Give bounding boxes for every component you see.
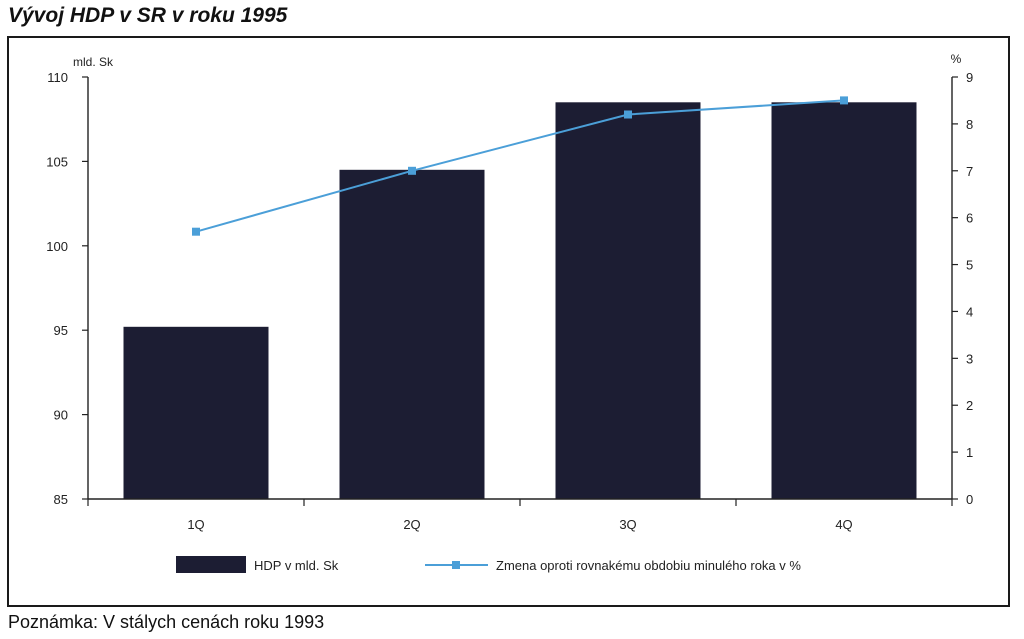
legend-label-line: Zmena oproti rovnakému obdobiu minulého … xyxy=(496,558,801,573)
line-point-3Q xyxy=(624,110,632,119)
x-tick-label: 1Q xyxy=(187,517,204,532)
x-tick-label: 4Q xyxy=(835,517,852,532)
series-line xyxy=(195,99,845,233)
y-tick-label-left: 90 xyxy=(54,408,68,423)
bars-layer xyxy=(123,102,917,500)
x-tick-label: 3Q xyxy=(619,517,636,532)
y-axis-title-right: % xyxy=(951,52,962,66)
y-tick-label-left: 105 xyxy=(46,154,68,169)
legend-label-bar: HDP v mld. Sk xyxy=(254,558,339,573)
legend: HDP v mld. Sk Zmena oproti rovnakému obdo… xyxy=(176,556,801,573)
legend-swatch-bar xyxy=(176,556,246,573)
line-point-2Q xyxy=(408,166,416,175)
y-tick-label-right: 5 xyxy=(966,258,973,273)
y-tick-label-right: 1 xyxy=(966,445,973,460)
y-tick-label-right: 7 xyxy=(966,164,973,179)
y-axis-title-left: mld. Sk xyxy=(73,55,114,69)
bar-4Q xyxy=(771,102,917,500)
axes-layer: 85 90 95 100 105 110 0 1 2 3 4 5 6 7 8 9 1Q 2Q 3Q 4Q mld. Sk… xyxy=(46,52,973,532)
y-tick-label-right: 4 xyxy=(966,304,973,319)
legend-marker-line xyxy=(452,561,460,569)
chart-title: Vývoj HDP v SR v roku 1995 xyxy=(8,4,288,27)
y-tick-label-left: 110 xyxy=(47,70,68,85)
y-tick-label-right: 6 xyxy=(966,211,973,226)
bar-1Q xyxy=(123,326,269,499)
x-tick-label: 2Q xyxy=(403,517,420,532)
bar-2Q xyxy=(339,169,485,500)
y-tick-label-right: 8 xyxy=(966,117,973,132)
line-layer xyxy=(192,96,848,236)
bar-3Q xyxy=(555,102,701,500)
y-tick-label-left: 100 xyxy=(46,239,68,254)
y-tick-label-right: 3 xyxy=(966,351,973,366)
footnote: Poznámka: V stálych cenách roku 1993 xyxy=(8,612,325,632)
chart-frame xyxy=(7,36,1010,607)
y-tick-label-right: 9 xyxy=(966,70,973,85)
y-tick-label-left: 85 xyxy=(54,492,68,507)
y-tick-label-right: 0 xyxy=(966,492,973,507)
line-point-1Q xyxy=(192,227,200,236)
line-point-4Q xyxy=(840,96,848,105)
y-tick-label-right: 2 xyxy=(966,398,973,413)
y-tick-label-left: 95 xyxy=(54,323,68,338)
